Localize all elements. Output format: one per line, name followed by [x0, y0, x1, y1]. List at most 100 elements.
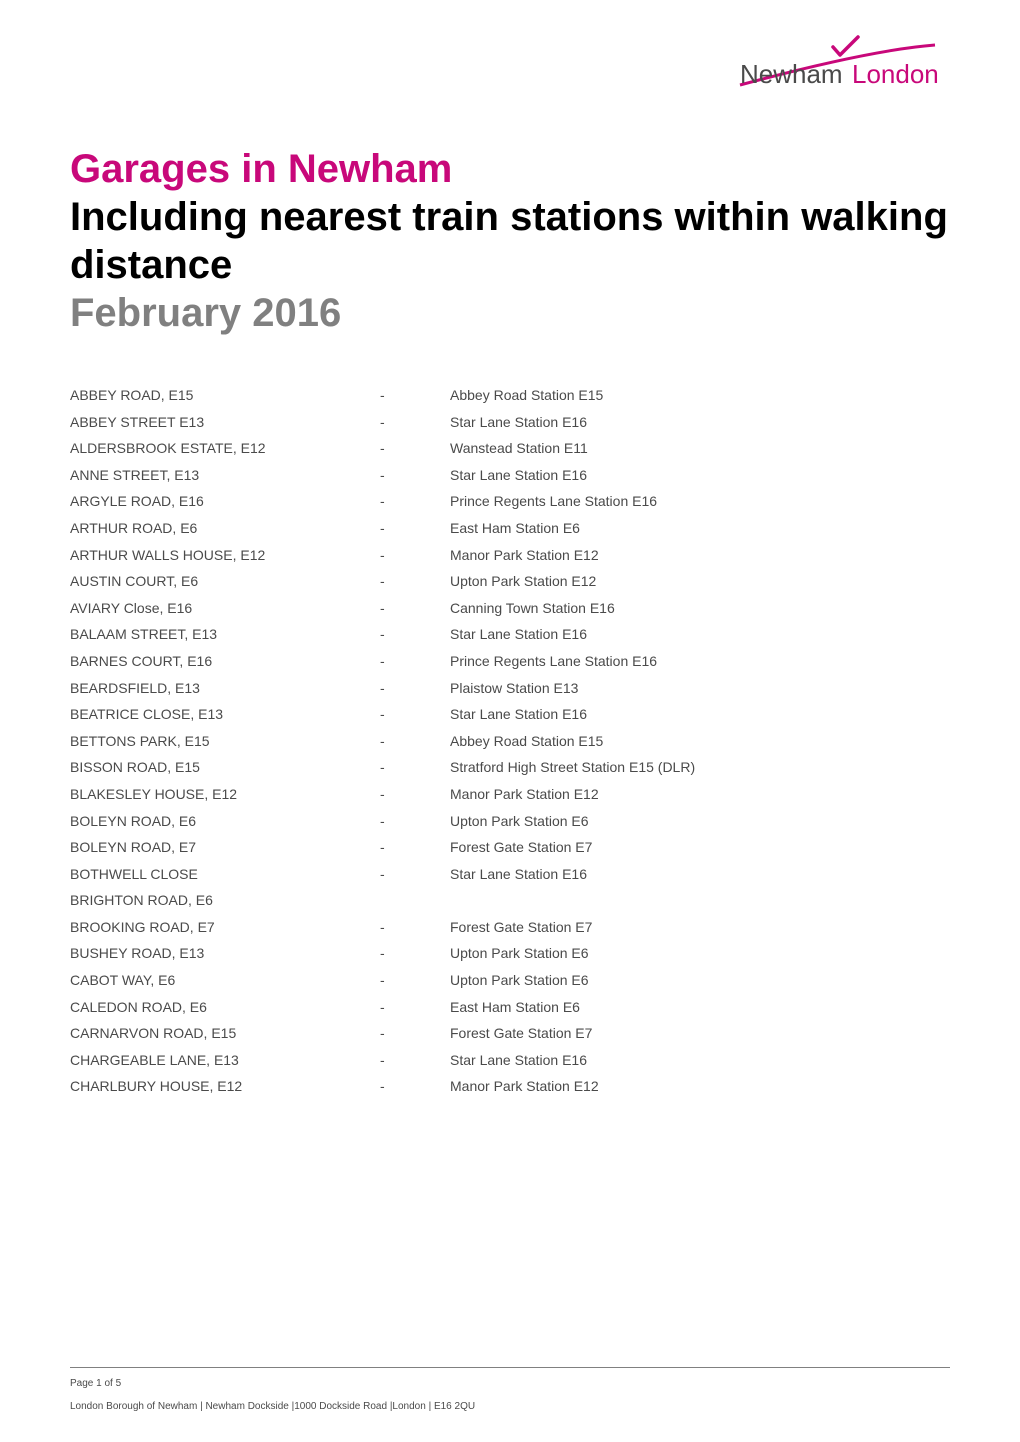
garage-cell: ALDERSBROOK ESTATE, E12	[70, 435, 380, 462]
station-cell: Star Lane Station E16	[450, 621, 950, 648]
garage-cell: BROOKING ROAD, E7	[70, 914, 380, 941]
footer-address: London Borough of Newham | Newham Docksi…	[70, 1401, 950, 1412]
garage-cell: ABBEY STREET E13	[70, 409, 380, 436]
table-row: CALEDON ROAD, E6-East Ham Station E6	[70, 994, 950, 1021]
garage-cell: ARGYLE ROAD, E16	[70, 488, 380, 515]
table-row: ABBEY STREET E13-Star Lane Station E16	[70, 409, 950, 436]
station-cell: Manor Park Station E12	[450, 781, 950, 808]
separator-cell: -	[380, 728, 450, 755]
title-line-3: February 2016	[70, 289, 950, 337]
garage-cell: BOLEYN ROAD, E7	[70, 834, 380, 861]
garage-cell: CALEDON ROAD, E6	[70, 994, 380, 1021]
table-row: CARNARVON ROAD, E15-Forest Gate Station …	[70, 1020, 950, 1047]
station-cell: Wanstead Station E11	[450, 435, 950, 462]
table-row: CHARGEABLE LANE, E13-Star Lane Station E…	[70, 1047, 950, 1074]
table-row: ABBEY ROAD, E15-Abbey Road Station E15	[70, 382, 950, 409]
table-row: ARTHUR WALLS HOUSE, E12-Manor Park Stati…	[70, 542, 950, 569]
garage-cell: BARNES COURT, E16	[70, 648, 380, 675]
separator-cell: -	[380, 1020, 450, 1047]
page-footer: Page 1 of 5 London Borough of Newham | N…	[70, 1367, 950, 1412]
garage-station-table: ABBEY ROAD, E15-Abbey Road Station E15AB…	[70, 382, 950, 1100]
station-cell: Upton Park Station E6	[450, 967, 950, 994]
separator-cell: -	[380, 435, 450, 462]
footer-divider	[70, 1367, 950, 1368]
garage-cell: CHARGEABLE LANE, E13	[70, 1047, 380, 1074]
separator-cell: -	[380, 808, 450, 835]
table-row: ALDERSBROOK ESTATE, E12-Wanstead Station…	[70, 435, 950, 462]
garage-cell: BOTHWELL CLOSE	[70, 861, 380, 888]
table-row: AVIARY Close, E16-Canning Town Station E…	[70, 595, 950, 622]
separator-cell: -	[380, 648, 450, 675]
station-cell: East Ham Station E6	[450, 994, 950, 1021]
separator-cell: -	[380, 462, 450, 489]
separator-cell: -	[380, 1047, 450, 1074]
table-row: BROOKING ROAD, E7-Forest Gate Station E7	[70, 914, 950, 941]
station-cell: Upton Park Station E12	[450, 568, 950, 595]
separator-cell: -	[380, 781, 450, 808]
garage-cell: CABOT WAY, E6	[70, 967, 380, 994]
logo-text-london: London	[852, 59, 939, 89]
garage-cell: BEARDSFIELD, E13	[70, 675, 380, 702]
station-cell: Forest Gate Station E7	[450, 1020, 950, 1047]
garage-cell: AVIARY Close, E16	[70, 595, 380, 622]
garage-cell: BEATRICE CLOSE, E13	[70, 701, 380, 728]
station-cell: Star Lane Station E16	[450, 409, 950, 436]
table-row: BEATRICE CLOSE, E13-Star Lane Station E1…	[70, 701, 950, 728]
garage-cell: BRIGHTON ROAD, E6	[70, 887, 380, 914]
table-row: BETTONS PARK, E15-Abbey Road Station E15	[70, 728, 950, 755]
station-cell: Prince Regents Lane Station E16	[450, 488, 950, 515]
table-row: CABOT WAY, E6-Upton Park Station E6	[70, 967, 950, 994]
table-row: BISSON ROAD, E15-Stratford High Street S…	[70, 754, 950, 781]
garage-cell: CHARLBURY HOUSE, E12	[70, 1073, 380, 1100]
separator-cell: -	[380, 994, 450, 1021]
title-block: Garages in Newham Including nearest trai…	[70, 145, 950, 337]
table-row: BARNES COURT, E16-Prince Regents Lane St…	[70, 648, 950, 675]
separator-cell: -	[380, 940, 450, 967]
title-line-1: Garages in Newham	[70, 145, 950, 193]
separator-cell: -	[380, 409, 450, 436]
table-row: AUSTIN COURT, E6-Upton Park Station E12	[70, 568, 950, 595]
garage-cell: BUSHEY ROAD, E13	[70, 940, 380, 967]
separator-cell: -	[380, 621, 450, 648]
station-cell: Star Lane Station E16	[450, 1047, 950, 1074]
separator-cell: -	[380, 488, 450, 515]
garage-cell: ANNE STREET, E13	[70, 462, 380, 489]
station-cell: Plaistow Station E13	[450, 675, 950, 702]
separator-cell: -	[380, 914, 450, 941]
table-row: BRIGHTON ROAD, E6	[70, 887, 950, 914]
footer-page-number: Page 1 of 5	[70, 1378, 950, 1389]
station-cell: Manor Park Station E12	[450, 1073, 950, 1100]
station-cell: Forest Gate Station E7	[450, 914, 950, 941]
garage-cell: BETTONS PARK, E15	[70, 728, 380, 755]
station-cell: Upton Park Station E6	[450, 940, 950, 967]
table-row: BOTHWELL CLOSE-Star Lane Station E16	[70, 861, 950, 888]
separator-cell: -	[380, 754, 450, 781]
newham-logo: Newham London	[730, 35, 950, 100]
garage-cell: BOLEYN ROAD, E6	[70, 808, 380, 835]
station-cell: Star Lane Station E16	[450, 701, 950, 728]
table-row: ARGYLE ROAD, E16-Prince Regents Lane Sta…	[70, 488, 950, 515]
station-cell: Abbey Road Station E15	[450, 382, 950, 409]
garage-cell: AUSTIN COURT, E6	[70, 568, 380, 595]
station-cell: Upton Park Station E6	[450, 808, 950, 835]
logo-text-newham: Newham	[740, 59, 843, 89]
separator-cell: -	[380, 967, 450, 994]
separator-cell: -	[380, 595, 450, 622]
garage-cell: BALAAM STREET, E13	[70, 621, 380, 648]
separator-cell: -	[380, 701, 450, 728]
separator-cell: -	[380, 568, 450, 595]
separator-cell: -	[380, 675, 450, 702]
station-cell: Abbey Road Station E15	[450, 728, 950, 755]
station-cell: Star Lane Station E16	[450, 861, 950, 888]
garage-cell: ABBEY ROAD, E15	[70, 382, 380, 409]
garage-cell: CARNARVON ROAD, E15	[70, 1020, 380, 1047]
station-cell: Stratford High Street Station E15 (DLR)	[450, 754, 950, 781]
garage-cell: BISSON ROAD, E15	[70, 754, 380, 781]
table-row: ARTHUR ROAD, E6-East Ham Station E6	[70, 515, 950, 542]
station-cell: Star Lane Station E16	[450, 462, 950, 489]
station-cell: Forest Gate Station E7	[450, 834, 950, 861]
table-row: ANNE STREET, E13-Star Lane Station E16	[70, 462, 950, 489]
station-cell: Canning Town Station E16	[450, 595, 950, 622]
table-row: BOLEYN ROAD, E7-Forest Gate Station E7	[70, 834, 950, 861]
table-row: CHARLBURY HOUSE, E12-Manor Park Station …	[70, 1073, 950, 1100]
